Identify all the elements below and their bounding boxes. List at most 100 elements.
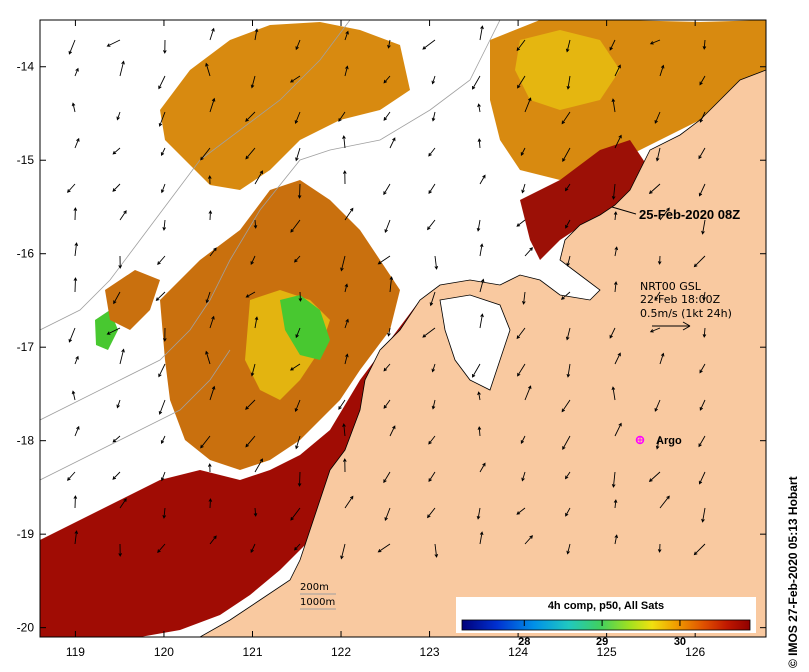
current-arrow <box>520 147 526 156</box>
current-arrow <box>566 75 571 90</box>
current-arrow <box>654 399 661 412</box>
current-arrow <box>611 183 616 200</box>
current-arrow <box>344 318 349 329</box>
current-arrow <box>614 64 621 77</box>
current-arrow <box>431 111 436 122</box>
plot-frame <box>39 19 767 638</box>
lon-tick-label: 119 <box>66 645 85 659</box>
current-arrow <box>561 399 571 413</box>
current-arrow <box>209 535 217 545</box>
current-arrow <box>524 97 532 113</box>
colorbar-ticks: 28 29 30 <box>518 620 686 648</box>
current-arrow <box>477 426 482 437</box>
current-arrow <box>654 111 661 124</box>
current-arrow <box>162 507 167 519</box>
current-arrow <box>611 471 616 488</box>
current-arrow <box>112 183 121 192</box>
current-arrow <box>112 435 121 443</box>
current-arrow <box>566 363 571 378</box>
current-arrow <box>698 471 706 485</box>
current-arrow <box>649 39 661 45</box>
date-label-leader <box>611 206 637 215</box>
current-arrow <box>566 543 571 555</box>
current-arrow <box>116 399 121 409</box>
colorbar-tick-label: 30 <box>674 636 686 648</box>
current-arrow <box>209 247 217 257</box>
current-arrow <box>158 363 166 378</box>
latitude-axis: -14 -15 -16 -17 -18 -19 -20 <box>17 60 766 635</box>
current-arrow <box>207 463 212 473</box>
current-arrow <box>119 498 127 509</box>
current-arrow <box>611 98 616 113</box>
current-arrow <box>162 39 167 54</box>
current-arrow <box>344 283 349 293</box>
current-arrow <box>517 75 526 89</box>
sst-region-south-hot <box>40 300 430 637</box>
current-arrow <box>479 174 486 185</box>
argo-label: Argo <box>656 435 682 447</box>
isobath-200m-label: 200m <box>300 582 329 593</box>
current-arrow <box>294 543 301 551</box>
current-arrow <box>377 543 391 553</box>
current-arrow <box>698 183 706 197</box>
current-arrow <box>74 530 79 545</box>
current-arrow <box>693 255 706 268</box>
current-arrow <box>116 111 121 121</box>
current-arrow <box>383 471 391 484</box>
lon-tick-label: 123 <box>420 645 440 659</box>
current-arrow <box>155 291 166 301</box>
current-arrow <box>67 471 76 481</box>
current-scale-arrow <box>652 321 691 331</box>
current-arrow <box>521 471 526 482</box>
current-arrow <box>613 211 618 221</box>
current-arrow <box>422 327 436 338</box>
current-arrow <box>245 111 256 122</box>
current-arrow <box>338 111 346 122</box>
current-arrow <box>112 147 121 155</box>
current-arrow <box>205 62 211 77</box>
current-arrow <box>383 111 391 121</box>
current-arrow <box>702 291 706 301</box>
current-arrow <box>427 219 436 231</box>
lat-tick-label: -16 <box>17 247 35 261</box>
current-arrow <box>476 219 481 232</box>
current-arrow <box>205 291 211 304</box>
current-arrow <box>434 255 439 270</box>
current-arrow <box>609 39 616 51</box>
isobath-200m <box>40 20 501 421</box>
current-arrow <box>295 147 301 162</box>
current-arrow <box>208 210 213 221</box>
current-arrow <box>290 219 301 233</box>
current-time-label: 22-Feb 18:00Z <box>640 293 721 306</box>
current-arrow <box>427 507 436 519</box>
current-arrow <box>565 39 571 53</box>
current-arrow <box>524 535 533 545</box>
colorbar-title: 4h comp, p50, All Sats <box>548 600 664 612</box>
current-arrow <box>648 471 661 482</box>
current-arrow <box>112 471 121 480</box>
lon-tick-label: 126 <box>685 645 705 659</box>
current-arrow <box>659 64 665 77</box>
lat-tick-label: -18 <box>17 434 35 448</box>
current-arrow <box>654 291 661 301</box>
current-arrow <box>516 507 526 515</box>
current-arrow <box>389 137 396 149</box>
current-arrow <box>294 255 301 263</box>
current-arrow <box>68 39 76 55</box>
current-arrow <box>342 170 347 185</box>
lat-tick-label: -14 <box>17 60 35 74</box>
credit-label: © IMOS 27-Feb-2020 05:13 Hobart <box>786 476 800 668</box>
current-arrow <box>245 435 256 448</box>
current-arrow <box>344 30 349 41</box>
current-arrow <box>160 147 166 157</box>
longitude-axis: 119 120 121 122 123 124 125 126 <box>66 20 706 659</box>
current-arrow <box>693 543 706 556</box>
lat-tick-label: -15 <box>17 153 35 167</box>
current-arrow <box>562 147 571 162</box>
current-arrow <box>250 75 256 89</box>
current-arrow <box>295 39 301 51</box>
current-arrow <box>516 219 526 227</box>
current-arrow <box>290 507 301 521</box>
current-arrow <box>383 399 391 409</box>
current-arrow <box>74 242 79 257</box>
